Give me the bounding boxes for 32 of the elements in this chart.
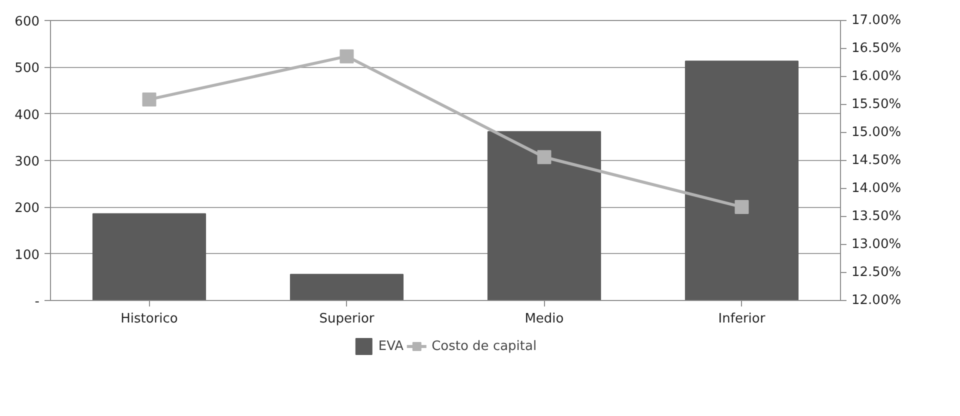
y-tick-label: 200	[14, 201, 40, 216]
point	[340, 49, 354, 64]
y2-tick-label: 15.50%	[852, 97, 902, 112]
y-tick-label: 400	[14, 108, 40, 123]
point	[537, 150, 552, 164]
point	[142, 92, 156, 106]
x-tick-label: Inferior	[718, 312, 766, 326]
legend-label: EVA	[378, 338, 404, 354]
bar	[92, 213, 206, 300]
y2-tick-label: 12.00%	[852, 293, 902, 308]
y2-tick-label: 17.00%	[852, 13, 902, 28]
y2-tick-label: 16.00%	[852, 69, 902, 84]
x-tick-label: Medio	[524, 312, 564, 326]
y2-tick-label: 13.00%	[852, 237, 902, 252]
bar	[684, 60, 799, 300]
y2-tick-label: 12.50%	[852, 265, 902, 280]
y2-tick-label: 14.50%	[852, 153, 902, 168]
y2-tick-label: 14.00%	[852, 181, 902, 196]
y-tick-label: -	[34, 294, 40, 310]
y-tick-label: 300	[14, 154, 40, 170]
y-tick-label: 600	[14, 14, 40, 30]
x-tick-label: Historico	[120, 312, 178, 326]
y2-tick-label: 16.50%	[852, 41, 902, 56]
y2-tick-label: 15.00%	[852, 125, 902, 140]
y2-tick-label: 13.50%	[852, 209, 902, 224]
bar	[290, 274, 404, 300]
x-tick-label: Superior	[319, 312, 375, 326]
point	[734, 200, 749, 214]
bar	[487, 131, 602, 300]
y-tick-label: 500	[14, 61, 40, 76]
legend-label: Costo de capital	[432, 338, 537, 354]
y-tick-label: 100	[14, 248, 40, 263]
